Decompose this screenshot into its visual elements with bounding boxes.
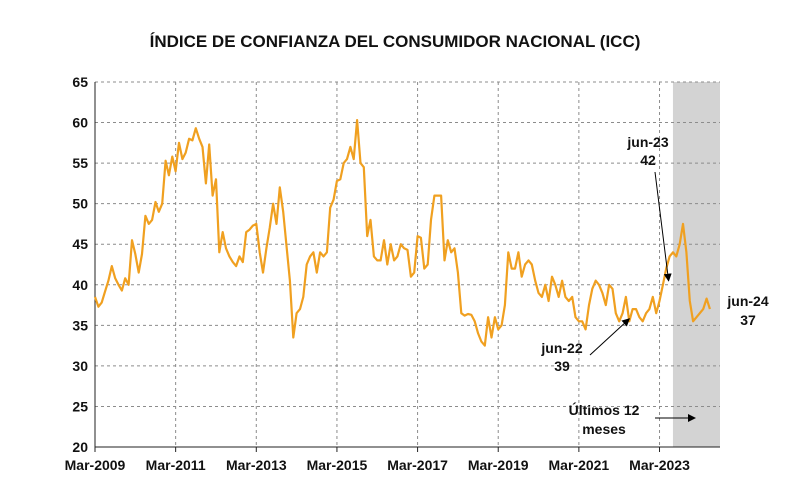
y-tick-label: 40 [72, 277, 88, 293]
annotation-jun24-value: 37 [740, 312, 756, 328]
x-tick-label: Mar-2023 [629, 457, 690, 473]
x-axis-tick-labels: Mar-2009 Mar-2011 Mar-2013 Mar-2015 Mar-2017… [65, 457, 690, 473]
y-axis-tick-labels: 20 25 30 35 40 45 50 55 60 65 [72, 74, 88, 455]
x-tick-label: Mar-2009 [65, 457, 126, 473]
annotations: jun-23 42 jun-22 39 jun-24 37 Últimos 12… [540, 134, 768, 437]
x-tick-label: Mar-2015 [307, 457, 368, 473]
series-line [93, 118, 711, 347]
shaded-period-rect [672, 82, 720, 447]
y-tick-label: 35 [72, 317, 88, 333]
annotation-jun22-label: jun-22 [540, 340, 582, 356]
y-tick-label: 20 [72, 439, 88, 455]
y-tick-label: 25 [72, 398, 88, 414]
chart-title: ÍNDICE DE CONFIANZA DEL CONSUMIDOR NACIO… [150, 32, 641, 51]
y-tick-label: 30 [72, 358, 88, 374]
x-tick-label: Mar-2021 [549, 457, 610, 473]
y-tick-label: 55 [72, 155, 88, 171]
annotation-jun23-value: 42 [640, 152, 656, 168]
x-tick-label: Mar-2019 [468, 457, 529, 473]
annotation-jun23-label: jun-23 [626, 134, 668, 150]
y-tick-label: 60 [72, 115, 88, 131]
shaded-period [672, 82, 720, 447]
annotation-shaded-sublabel: meses [582, 421, 626, 437]
annotation-jun22-value: 39 [554, 358, 570, 374]
x-tick-label: Mar-2013 [226, 457, 287, 473]
arrow-jun22 [589, 318, 631, 356]
arrow-jun23 [654, 171, 672, 282]
annotation-arrows [589, 171, 696, 422]
y-tick-label: 65 [72, 74, 88, 90]
x-tick-label: Mar-2011 [146, 457, 206, 473]
gridlines [94, 81, 720, 447]
y-tick-label: 45 [72, 236, 88, 252]
axes [94, 82, 720, 452]
annotation-shaded-label: Últimos 12 [569, 401, 640, 418]
annotation-jun24-label: jun-24 [726, 293, 768, 309]
series-icc [93, 118, 711, 347]
y-tick-label: 50 [72, 196, 88, 212]
x-tick-label: Mar-2017 [387, 457, 448, 473]
